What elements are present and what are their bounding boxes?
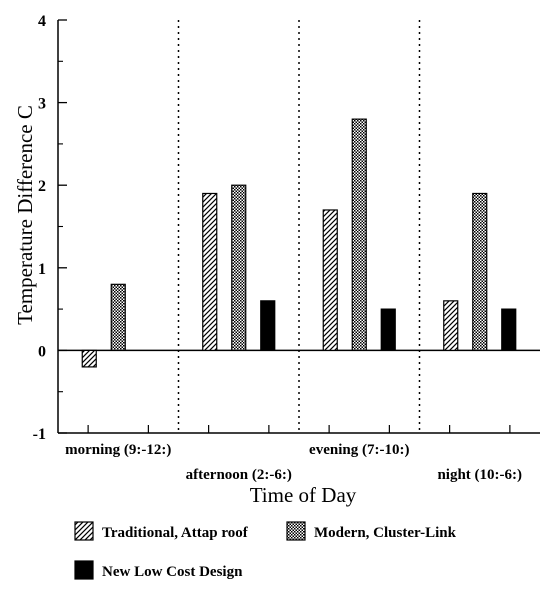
bars	[81, 118, 517, 368]
x-category-label: morning (9:-12:)	[65, 442, 171, 458]
legend-label: New Low Cost Design	[102, 564, 243, 580]
legend-swatch-diagonal-hatch	[74, 521, 94, 541]
y-tick-label: -1	[33, 426, 46, 443]
y-tick-label: 3	[38, 96, 46, 113]
legend-label: Traditional, Attap roof	[102, 525, 249, 541]
bar-solid-1	[260, 300, 276, 351]
bar-diagonal-hatch-3	[443, 300, 459, 351]
bar-stipple-3	[472, 192, 488, 352]
x-axis-title: Time of Day	[250, 483, 357, 507]
bar-solid-2	[380, 308, 396, 352]
y-tick-label: 0	[38, 343, 46, 360]
bar-stipple-2	[351, 118, 367, 352]
x-category-labels: morning (9:-12:) afternoon (2:-6:) evening…	[65, 442, 522, 483]
bar-stipple-0	[110, 283, 126, 352]
x-category-label: evening (7:-10:)	[309, 442, 409, 458]
legend: Traditional, Attap roof Modern, Cluster-L…	[74, 521, 457, 580]
legend-swatch-solid	[74, 560, 94, 580]
bar-solid-3	[501, 308, 517, 352]
bar-stipple-1	[231, 184, 247, 351]
axes	[57, 19, 540, 434]
x-category-label: afternoon (2:-6:)	[186, 467, 292, 483]
bar-diagonal-hatch-0	[81, 349, 97, 368]
y-tick-labels: -1 0 1 2 3 4	[33, 13, 46, 443]
bar-diagonal-hatch-2	[322, 209, 338, 351]
legend-label: Modern, Cluster-Link	[314, 525, 457, 541]
y-tick-label: 4	[38, 13, 46, 30]
bar-diagonal-hatch-1	[202, 192, 218, 352]
x-category-label: night (10:-6:)	[437, 467, 522, 483]
y-axis-title: Temperature Difference C	[13, 105, 37, 325]
legend-swatch-stipple	[286, 521, 306, 541]
y-tick-label: 1	[38, 261, 46, 278]
y-tick-label: 2	[38, 178, 46, 195]
